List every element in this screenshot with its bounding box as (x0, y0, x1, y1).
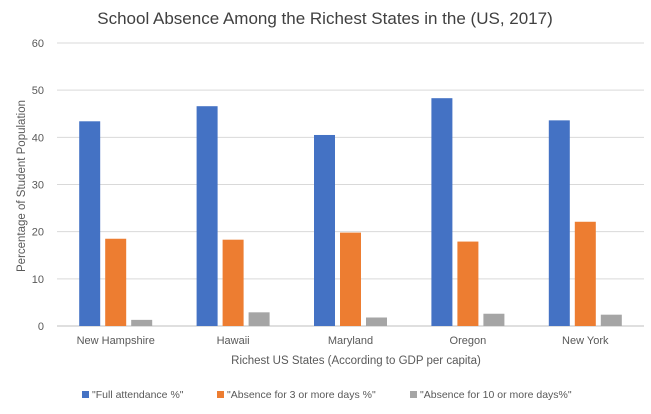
x-axis-ticks: New Hampshire Hawaii Maryland Oregon New Yor… (77, 335, 609, 347)
x-tick-label: Oregon (450, 335, 487, 347)
legend-swatch (410, 391, 417, 398)
x-tick-label: New Hampshire (77, 335, 155, 347)
bar (314, 134, 335, 326)
bars (79, 98, 622, 327)
legend-label: "Absence for 3 or more days %" (227, 389, 376, 401)
legend-swatch (217, 391, 224, 398)
y-axis-ticks: 0 10 20 30 40 50 60 (32, 38, 44, 333)
bar (600, 314, 622, 326)
y-tick-label: 30 (32, 180, 44, 192)
bar (222, 239, 244, 326)
legend: "Full attendance %" "Absence for 3 or mor… (82, 389, 572, 401)
bar (366, 317, 387, 326)
x-axis-label: Richest US States (According to GDP per … (231, 355, 481, 367)
x-tick-label: Hawaii (217, 335, 250, 347)
y-tick-label: 10 (32, 274, 44, 286)
legend-swatch (82, 391, 89, 398)
bar (574, 221, 596, 326)
bar (457, 241, 479, 326)
y-tick-label: 50 (32, 85, 44, 97)
gridlines (57, 42, 644, 327)
legend-label: "Absence for 10 or more days%" (420, 389, 572, 401)
bar (248, 312, 270, 326)
y-tick-label: 0 (38, 321, 44, 333)
x-tick-label: New York (562, 335, 609, 347)
bar (483, 313, 505, 326)
bar (131, 319, 153, 326)
bar (79, 121, 101, 327)
legend-label: "Full attendance %" (92, 389, 184, 401)
y-tick-label: 40 (32, 132, 44, 144)
chart-title: School Absence Among the Richest States … (97, 9, 553, 28)
bar (431, 98, 453, 326)
bar (105, 238, 127, 326)
bar (196, 106, 218, 326)
y-tick-label: 60 (32, 38, 44, 50)
y-axis-label: Percentage of Student Population (16, 100, 28, 272)
bar (548, 120, 570, 326)
x-tick-label: Maryland (328, 335, 373, 347)
bar (340, 232, 361, 326)
y-tick-label: 20 (32, 227, 44, 239)
